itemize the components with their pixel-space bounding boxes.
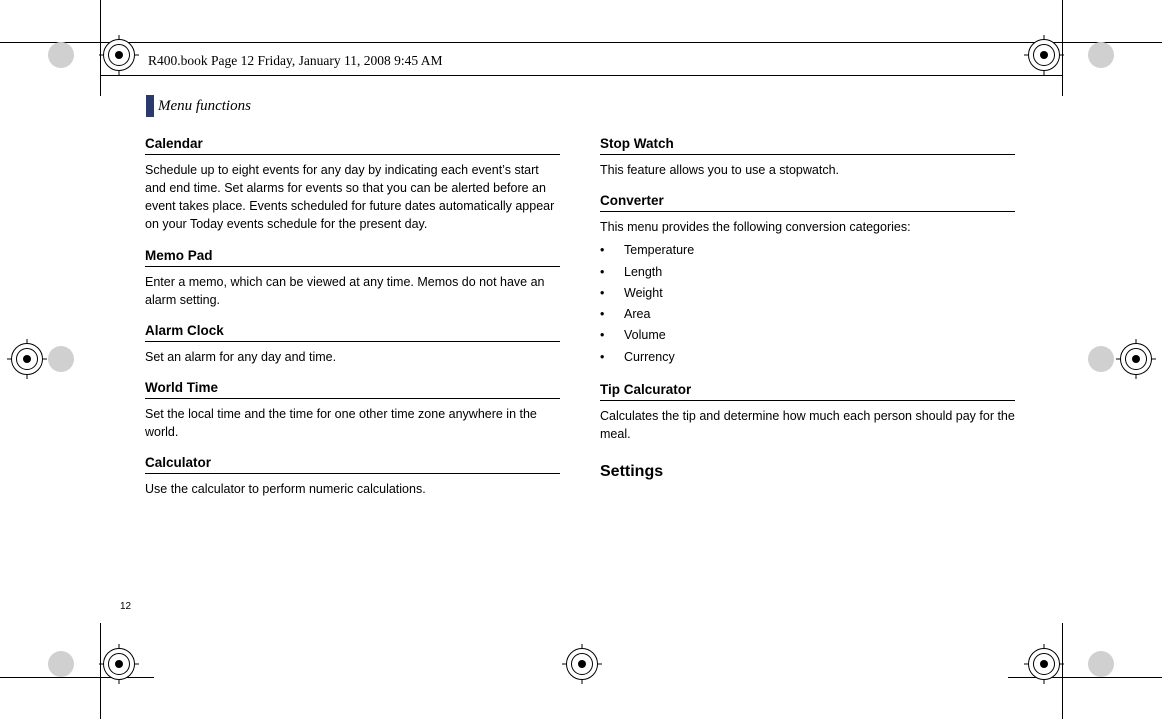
heading-alarm-clock: Alarm Clock: [145, 323, 560, 342]
registration-dot: [1088, 651, 1114, 677]
heading-settings: Settings: [600, 463, 1015, 481]
body-tip-calculator: Calculates the tip and determine how muc…: [600, 407, 1015, 443]
list-item: Temperature: [600, 240, 1015, 261]
heading-converter: Converter: [600, 193, 1015, 212]
heading-calculator: Calculator: [145, 455, 560, 474]
heading-calendar: Calendar: [145, 136, 560, 155]
left-column: Calendar Schedule up to eight events for…: [145, 136, 560, 606]
list-item: Area: [600, 304, 1015, 325]
registration-mark: [9, 341, 45, 377]
converter-list: Temperature Length Weight Area Volume Cu…: [600, 240, 1015, 368]
heading-world-time: World Time: [145, 380, 560, 399]
body-calculator: Use the calculator to perform numeric ca…: [145, 480, 560, 498]
list-item: Currency: [600, 347, 1015, 368]
body-converter-intro: This menu provides the following convers…: [600, 218, 1015, 236]
registration-dot: [48, 42, 74, 68]
body-alarm-clock: Set an alarm for any day and time.: [145, 348, 560, 366]
list-item: Volume: [600, 325, 1015, 346]
registration-mark: [101, 646, 137, 682]
heading-stop-watch: Stop Watch: [600, 136, 1015, 155]
crop-box-bottom: [100, 75, 1062, 76]
content-area: Calendar Schedule up to eight events for…: [145, 136, 1015, 606]
body-world-time: Set the local time and the time for one …: [145, 405, 560, 441]
registration-mark: [1118, 341, 1154, 377]
list-item: Length: [600, 262, 1015, 283]
registration-mark: [564, 646, 600, 682]
header-meta-text: R400.book Page 12 Friday, January 11, 20…: [148, 53, 442, 69]
heading-memo-pad: Memo Pad: [145, 248, 560, 267]
body-calendar: Schedule up to eight events for any day …: [145, 161, 560, 234]
registration-dot: [1088, 346, 1114, 372]
registration-mark: [101, 37, 137, 73]
section-bar-icon: [146, 95, 154, 117]
list-item: Weight: [600, 283, 1015, 304]
heading-tip-calculator: Tip Calcurator: [600, 382, 1015, 401]
right-column: Stop Watch This feature allows you to us…: [600, 136, 1015, 606]
crop-box-top: [100, 42, 1062, 43]
section-title: Menu functions: [158, 98, 251, 115]
registration-mark: [1026, 646, 1062, 682]
page-number: 12: [120, 601, 131, 612]
crop-line: [1062, 0, 1063, 96]
registration-mark: [1026, 37, 1062, 73]
registration-dot: [48, 651, 74, 677]
body-memo-pad: Enter a memo, which can be viewed at any…: [145, 273, 560, 309]
registration-dot: [1088, 42, 1114, 68]
registration-dot: [48, 346, 74, 372]
body-stop-watch: This feature allows you to use a stopwat…: [600, 161, 1015, 179]
crop-line: [1062, 623, 1063, 719]
